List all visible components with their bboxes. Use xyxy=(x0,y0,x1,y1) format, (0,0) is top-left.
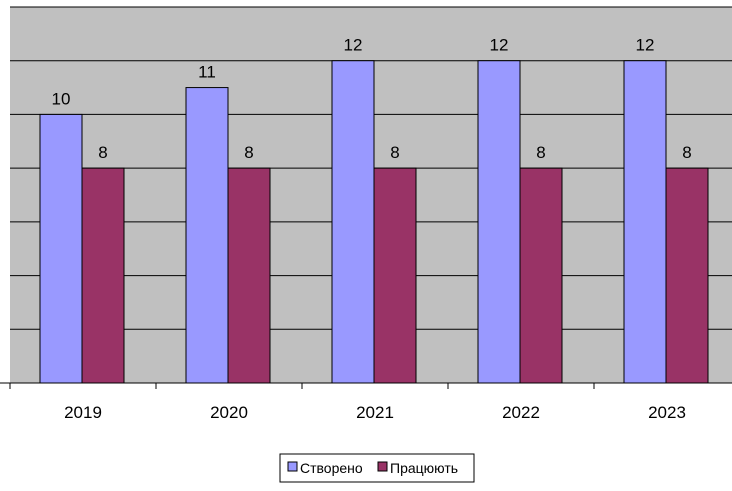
bar-created-2022 xyxy=(477,60,521,384)
data-label: 8 xyxy=(98,143,107,162)
data-label: 11 xyxy=(198,63,216,82)
data-label: 10 xyxy=(52,89,71,108)
legend-box xyxy=(279,453,475,483)
data-label: 12 xyxy=(490,36,509,55)
bar-working-2020 xyxy=(227,167,271,384)
legend-label: Працюють xyxy=(390,460,458,476)
data-label: 8 xyxy=(536,143,545,162)
data-labels: 10 8 11 8 12 8 12 8 12 8 xyxy=(52,36,692,162)
data-label: 8 xyxy=(682,143,691,162)
x-tick-label: 2023 xyxy=(648,403,686,422)
x-tick-label: 2022 xyxy=(502,403,540,422)
bar-created-2020 xyxy=(185,87,229,384)
legend: Створено Працюють xyxy=(279,453,475,483)
legend-swatch xyxy=(287,461,298,472)
bar-working-2023 xyxy=(665,167,709,384)
bar-created-2021 xyxy=(331,60,375,384)
x-tick-label: 2020 xyxy=(210,403,248,422)
data-label: 8 xyxy=(390,143,399,162)
x-tick-label: 2019 xyxy=(64,403,102,422)
legend-label: Створено xyxy=(300,460,363,476)
bar-working-2022 xyxy=(519,167,563,384)
bar-working-2019 xyxy=(81,167,125,384)
x-tick-label: 2021 xyxy=(356,403,394,422)
x-axis: 2019 2020 2021 2022 2023 xyxy=(0,382,732,422)
bar-created-2023 xyxy=(623,60,667,384)
data-label: 8 xyxy=(244,143,253,162)
data-label: 12 xyxy=(636,36,655,55)
bar-created-2019 xyxy=(39,113,83,384)
data-label: 12 xyxy=(344,36,363,55)
legend-swatch xyxy=(377,461,388,472)
bar-working-2021 xyxy=(373,167,417,384)
